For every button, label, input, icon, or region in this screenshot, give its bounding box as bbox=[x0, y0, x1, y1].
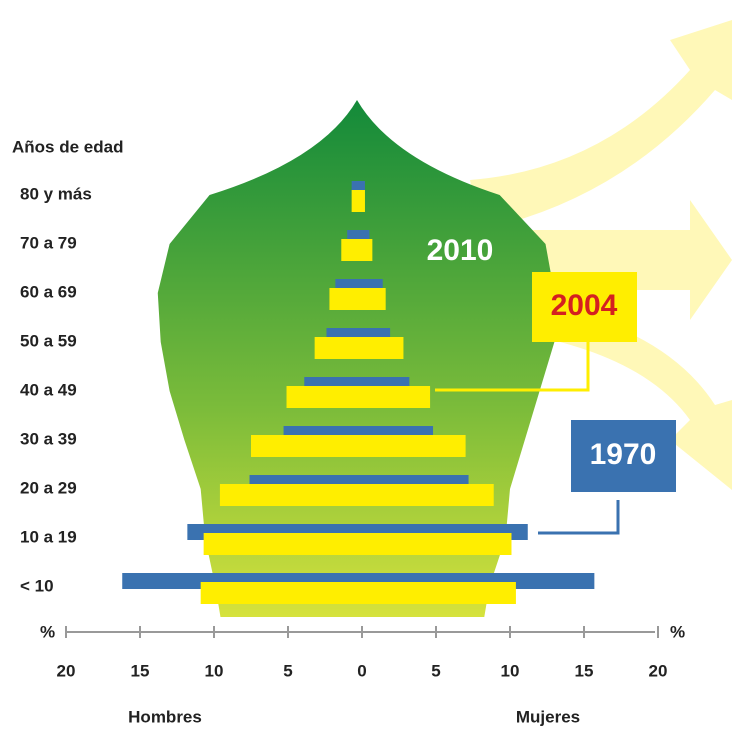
bar-women bbox=[362, 230, 370, 246]
right-label: Mujeres bbox=[516, 707, 580, 726]
bar-men bbox=[341, 239, 362, 261]
bar-women bbox=[362, 288, 386, 310]
bar-men bbox=[251, 435, 362, 457]
y-tick-label: 70 a 79 bbox=[20, 233, 77, 252]
bar-women bbox=[362, 181, 365, 197]
bar-men bbox=[329, 288, 362, 310]
bar-women bbox=[362, 337, 404, 359]
bar-men bbox=[203, 533, 362, 555]
bar-men bbox=[219, 484, 362, 506]
x-unit: % bbox=[40, 622, 55, 641]
series-label: 2010 bbox=[427, 234, 494, 267]
bar-men bbox=[351, 181, 362, 197]
left-label: Hombres bbox=[128, 707, 202, 726]
x-tick-label: 15 bbox=[131, 661, 150, 680]
bar-women bbox=[362, 190, 365, 212]
connector bbox=[435, 342, 590, 392]
bar-women bbox=[362, 484, 494, 506]
bar-men bbox=[314, 337, 362, 359]
series-label: 1970 bbox=[590, 438, 657, 471]
bar-men bbox=[286, 386, 362, 408]
x-tick-label: 20 bbox=[57, 661, 76, 680]
bar-men bbox=[200, 582, 362, 604]
y-tick-label: 20 a 29 bbox=[20, 478, 77, 497]
x-tick-label: 10 bbox=[205, 661, 224, 680]
y-tick-label: 40 a 49 bbox=[20, 380, 77, 399]
x-tick-label: 0 bbox=[357, 661, 366, 680]
series-label: 2004 bbox=[551, 289, 618, 322]
bar-women bbox=[362, 386, 431, 408]
y-tick-label: < 10 bbox=[20, 576, 54, 595]
y-tick-label: 60 a 69 bbox=[20, 282, 77, 301]
axis-title: Años de edad bbox=[12, 137, 123, 156]
bar-women bbox=[362, 582, 516, 604]
bar-women bbox=[362, 435, 466, 457]
y-tick-label: 30 a 39 bbox=[20, 429, 77, 448]
x-unit: % bbox=[670, 622, 685, 641]
x-tick-label: 10 bbox=[501, 661, 520, 680]
y-tick-label: 50 a 59 bbox=[20, 331, 77, 350]
x-tick-label: 15 bbox=[575, 661, 594, 680]
bar-women bbox=[362, 533, 512, 555]
bar-women bbox=[362, 239, 373, 261]
x-tick-label: 5 bbox=[431, 661, 440, 680]
label-box bbox=[532, 272, 637, 342]
y-tick-label: 80 y más bbox=[20, 184, 92, 203]
x-tick-label: 20 bbox=[649, 661, 668, 680]
label-box bbox=[571, 420, 676, 492]
x-tick-label: 5 bbox=[283, 661, 292, 680]
bar-men bbox=[351, 190, 362, 212]
y-tick-label: 10 a 19 bbox=[20, 527, 77, 546]
connector bbox=[538, 500, 620, 535]
